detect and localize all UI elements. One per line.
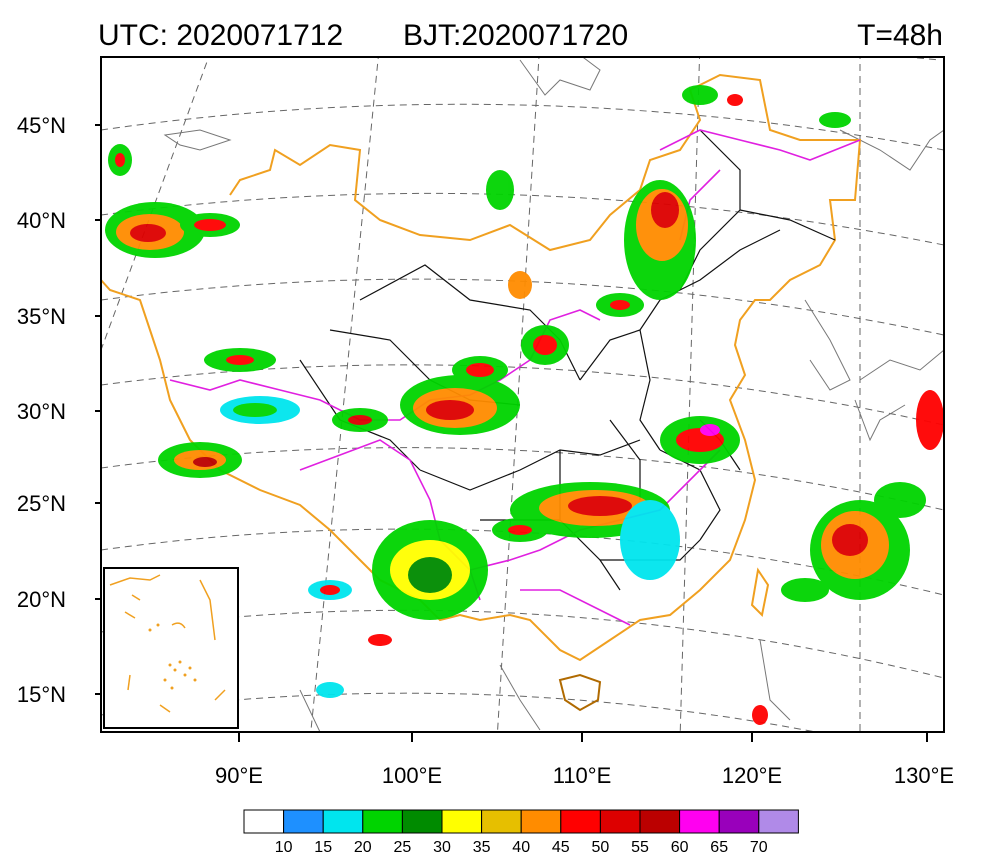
colorbar-swatch — [520, 809, 562, 834]
colorbar-level-label: 55 — [631, 839, 649, 856]
lat-label: 35°N — [17, 304, 66, 329]
colorbar-swatch — [481, 809, 522, 834]
colorbar-level-label: 35 — [473, 839, 491, 856]
lon-label: 110°E — [553, 763, 612, 788]
bjt-time-label: BJT:2020071720 — [403, 19, 629, 52]
colorbar-level-label: 45 — [552, 839, 570, 856]
colorbar-level-label: 50 — [592, 839, 610, 856]
lat-label: 45°N — [17, 113, 66, 138]
south-china-sea-inset — [103, 567, 239, 729]
lon-labels: 90°E 100°E 110°E 120°E 130°E — [215, 763, 954, 788]
lon-ticks — [238, 732, 928, 742]
colorbar-swatch — [401, 809, 443, 834]
colorbar-level-label: 70 — [750, 839, 768, 856]
lon-label: 130°E — [894, 763, 954, 788]
colorbar-level-label: 25 — [394, 839, 412, 856]
lon-label: 100°E — [382, 763, 442, 788]
colorbar-swatch — [243, 809, 285, 834]
colorbar-level-label: 20 — [354, 839, 372, 856]
colorbar-level-label: 15 — [314, 839, 332, 856]
lat-label: 30°N — [17, 399, 66, 424]
colorbar-level-label: 60 — [671, 839, 689, 856]
colorbar-swatch — [441, 809, 483, 834]
colorbar-swatch — [322, 809, 364, 834]
lat-label: 15°N — [17, 682, 66, 707]
lon-label: 90°E — [215, 763, 263, 788]
colorbar-swatch — [758, 809, 799, 834]
lat-label: 40°N — [17, 208, 66, 233]
radar-echoes — [105, 85, 944, 725]
colorbar-level-label: 65 — [710, 839, 728, 856]
colorbar-level-label: 40 — [512, 839, 530, 856]
forecast-lead-label: T=48h — [857, 19, 943, 52]
lat-labels: 45°N 40°N 35°N 30°N 25°N 20°N 15°N — [17, 113, 66, 707]
colorbar-swatch — [283, 809, 324, 834]
map-frame — [100, 56, 945, 733]
lon-label: 120°E — [722, 763, 782, 788]
colorbar-level-label: 10 — [275, 839, 293, 856]
colorbar: 10 15 20 25 30 35 40 45 50 55 60 65 70 — [243, 809, 799, 856]
colorbar-swatch — [362, 809, 403, 834]
colorbar-swatch — [639, 809, 681, 834]
lat-label: 20°N — [17, 587, 66, 612]
taiwan-island — [750, 567, 770, 618]
lat-label: 25°N — [17, 491, 66, 516]
colorbar-swatch — [560, 809, 601, 834]
colorbar-swatch — [718, 809, 760, 834]
colorbar-swatch — [679, 809, 720, 834]
map-area — [101, 57, 944, 732]
hainan-island — [558, 673, 602, 712]
utc-time-label: UTC: 2020071712 — [98, 19, 344, 52]
coastlines — [163, 57, 944, 732]
china-border — [101, 73, 862, 662]
colorbar-swatch — [599, 809, 641, 834]
lat-ticks — [95, 124, 101, 695]
colorbar-level-label: 30 — [433, 839, 451, 856]
